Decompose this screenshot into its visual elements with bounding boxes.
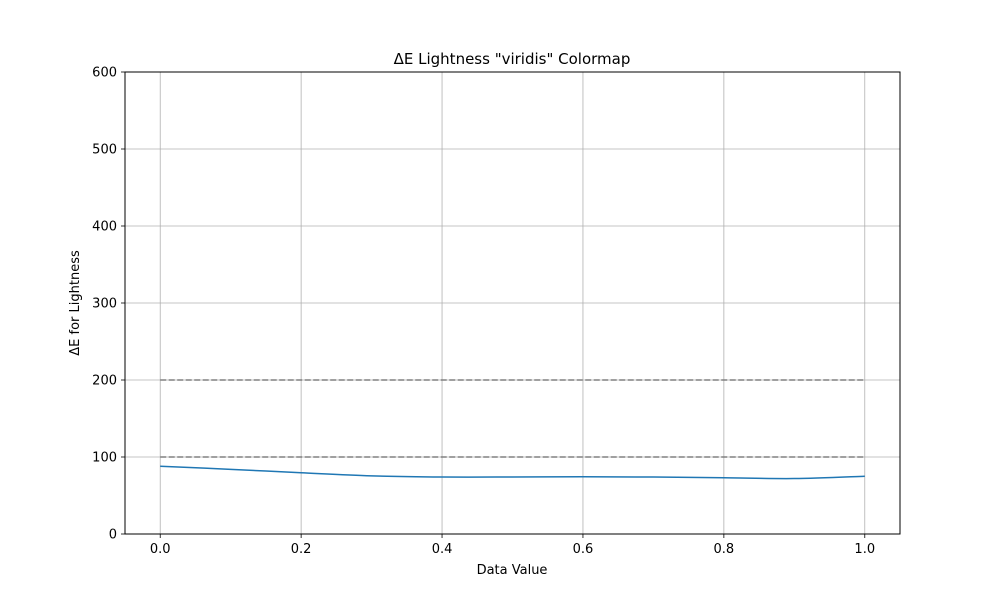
y-tick-label: 100 — [92, 451, 117, 466]
chart-title: ΔE Lightness "viridis" Colormap — [394, 50, 631, 68]
x-tick-label: 0.6 — [573, 542, 594, 557]
y-tick-label: 600 — [92, 66, 117, 81]
x-tick-label: 0.4 — [432, 542, 453, 557]
y-axis-label: ΔE for Lightness — [68, 250, 83, 356]
series-line-0 — [160, 465, 865, 480]
x-tick-label: 0.0 — [150, 542, 171, 557]
y-tick-label: 0 — [109, 528, 117, 543]
x-tick-label: 1.0 — [854, 542, 875, 557]
y-tick-label: 500 — [92, 143, 117, 158]
y-tick-label: 400 — [92, 220, 117, 235]
x-axis: 0.0 0.2 0.4 0.6 0.8 1.0 — [150, 534, 875, 557]
reference-lines — [160, 379, 865, 458]
series-layer — [160, 465, 865, 480]
x-axis-label: Data Value — [477, 563, 548, 578]
x-tick-label: 0.8 — [714, 542, 735, 557]
x-tick-label: 0.2 — [291, 542, 312, 557]
y-tick-label: 200 — [92, 374, 117, 389]
y-axis: 0 100 200 300 400 500 600 — [92, 66, 125, 543]
y-tick-label: 300 — [92, 297, 117, 312]
